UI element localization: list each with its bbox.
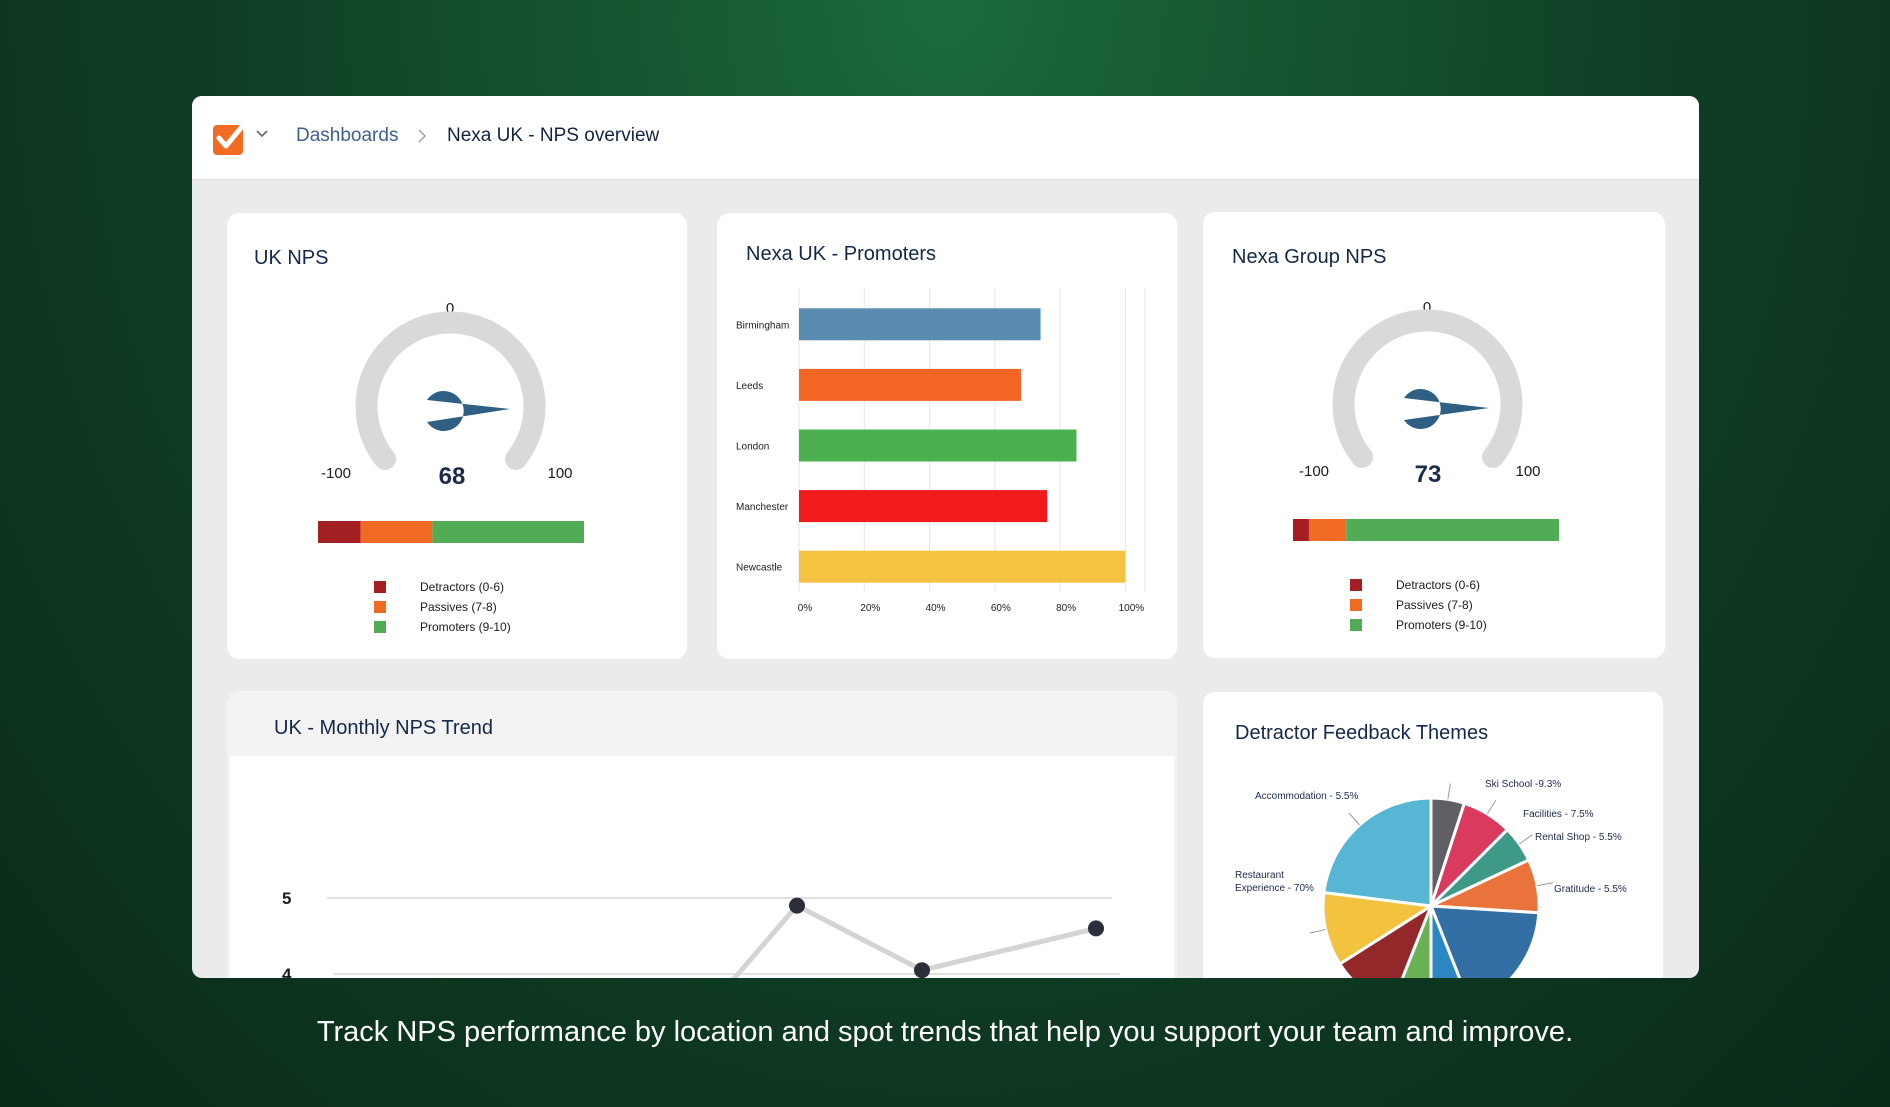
breakdown-segment-promoters	[1346, 519, 1559, 541]
legend-item-promoters: Promoters (9-10)	[1350, 615, 1487, 635]
legend-item-detractors: Detractors (0-6)	[374, 577, 511, 597]
trend-point[interactable]	[1088, 920, 1104, 937]
card-title: Nexa UK - Promoters	[746, 243, 937, 265]
app-logo-checkmark-icon[interactable]	[212, 120, 248, 156]
pie-slice[interactable]	[1428, 904, 1541, 978]
x-tick-label: 0%	[798, 603, 813, 614]
app-window: Dashboards Nexa UK - NPS overview UK NPS…	[192, 96, 1699, 978]
pie-leader-line	[1487, 800, 1497, 815]
bar-birmingham	[799, 308, 1041, 341]
uk-nps-card: UK NPS 0 -100 100 68 Detractors (0-6) Pa…	[227, 213, 687, 659]
breadcrumb-current-page: Nexa UK - NPS overview	[447, 125, 660, 146]
card-header	[230, 694, 1174, 756]
gauge-min-label: -100	[321, 465, 351, 482]
detractor-themes-card: Detractor Feedback Themes Ski School -9.…	[1203, 692, 1663, 978]
pie-leader-line	[1447, 783, 1451, 800]
nps-gauge: 0 -100 100 68	[318, 300, 584, 543]
promoters-chart-card: Nexa UK - Promoters 0% 20% 40% 60% 80% 100% Bi…	[717, 213, 1177, 659]
nps-legend: Detractors (0-6) Passives (7-8) Promoter…	[1350, 575, 1487, 635]
legend-item-detractors: Detractors (0-6)	[1350, 575, 1487, 595]
y-tick-label: 5	[282, 889, 291, 908]
pie-label: Experience - 70%	[1235, 883, 1314, 894]
legend-item-passives: Passives (7-8)	[1350, 595, 1487, 615]
promoters-bar-chart: 0% 20% 40% 60% 80% 100% Birmingham Leeds London M…	[736, 288, 1146, 614]
gauge-value: 68	[439, 463, 466, 490]
x-tick-label: 80%	[1056, 603, 1076, 614]
pie-slice[interactable]	[1429, 905, 1471, 978]
legend-item-promoters: Promoters (9-10)	[374, 617, 511, 637]
gauge-track	[355, 311, 546, 470]
x-tick-label: 100%	[1119, 603, 1145, 614]
chevron-down-icon[interactable]	[254, 126, 270, 142]
pie-slice[interactable]	[1322, 796, 1433, 908]
trend-point[interactable]	[789, 897, 805, 914]
gauge-value: 73	[1415, 461, 1442, 488]
pie-label: Rental Shop - 5.5%	[1535, 832, 1622, 843]
gauge-min-label: -100	[1299, 463, 1329, 480]
bar-newcastle	[799, 550, 1126, 583]
bar-leeds	[799, 368, 1021, 401]
gauge-needle	[427, 391, 510, 431]
breakdown-segment-detractors	[318, 521, 361, 543]
breakdown-segment-detractors	[1293, 519, 1309, 541]
bar-manchester	[799, 490, 1048, 523]
breakdown-segment-passives	[360, 521, 433, 543]
x-tick-label: 60%	[991, 603, 1011, 614]
pie-label: Facilities - 7.5%	[1523, 809, 1594, 820]
nps-breakdown-bar	[1293, 519, 1559, 541]
x-tick-label: 40%	[926, 603, 946, 614]
y-tick-label: 4	[282, 965, 292, 978]
trend-line	[731, 903, 1097, 978]
y-tick-label: Manchester	[736, 502, 789, 513]
y-tick-label: Leeds	[736, 381, 763, 392]
legend-item-passives: Passives (7-8)	[374, 597, 511, 617]
x-tick-label: 20%	[860, 603, 880, 614]
chevron-right-icon	[418, 129, 427, 143]
gauge-track	[1332, 309, 1523, 468]
gauge-mid-label: 0	[1423, 299, 1431, 316]
trend-point[interactable]	[914, 962, 930, 978]
gauge-needle	[1404, 389, 1489, 429]
group-nps-card: Nexa Group NPS 0 -100 100 73 Detractors …	[1203, 212, 1665, 658]
breadcrumb-dashboards-link[interactable]: Dashboards	[296, 125, 399, 146]
detractor-themes-pie-chart: Ski School -9.3% Facilities - 7.5% Rental …	[1235, 779, 1627, 978]
gauge-mid-label: 0	[446, 300, 454, 317]
card-title: Nexa Group NPS	[1232, 246, 1387, 268]
nps-gauge: 0 -100 100 73	[1293, 299, 1559, 541]
nps-legend: Detractors (0-6) Passives (7-8) Promoter…	[374, 577, 511, 637]
marketing-caption: Track NPS performance by location and sp…	[316, 1016, 1574, 1048]
card-title: Detractor Feedback Themes	[1235, 722, 1489, 744]
pie-label: Gratitude - 5.5%	[1554, 884, 1627, 895]
breakdown-segment-promoters	[432, 521, 584, 543]
y-tick-label: Newcastle	[736, 563, 783, 574]
pie-leader-line	[1519, 834, 1533, 845]
top-bar: Dashboards Nexa UK - NPS overview	[192, 96, 1699, 180]
pie-label: Restaurant	[1235, 870, 1284, 881]
gauge-max-label: 100	[1515, 463, 1540, 480]
pie-leader-line	[1536, 882, 1553, 887]
gauge-max-label: 100	[547, 465, 572, 482]
y-tick-label: Birmingham	[736, 320, 789, 331]
card-title: UK - Monthly NPS Trend	[274, 717, 493, 739]
pie-leader-line	[1309, 929, 1326, 934]
bar-london	[799, 429, 1077, 462]
pie-label: Ski School -9.3%	[1485, 779, 1561, 790]
breakdown-segment-passives	[1308, 519, 1347, 541]
nps-trend-line-chart: 54	[282, 889, 1120, 978]
card-title: UK NPS	[254, 247, 329, 269]
pie-leader-line	[1348, 812, 1360, 826]
pie-label: Accommodation - 5.5%	[1255, 791, 1358, 802]
y-tick-label: London	[736, 442, 769, 453]
nps-breakdown-bar	[318, 521, 584, 543]
